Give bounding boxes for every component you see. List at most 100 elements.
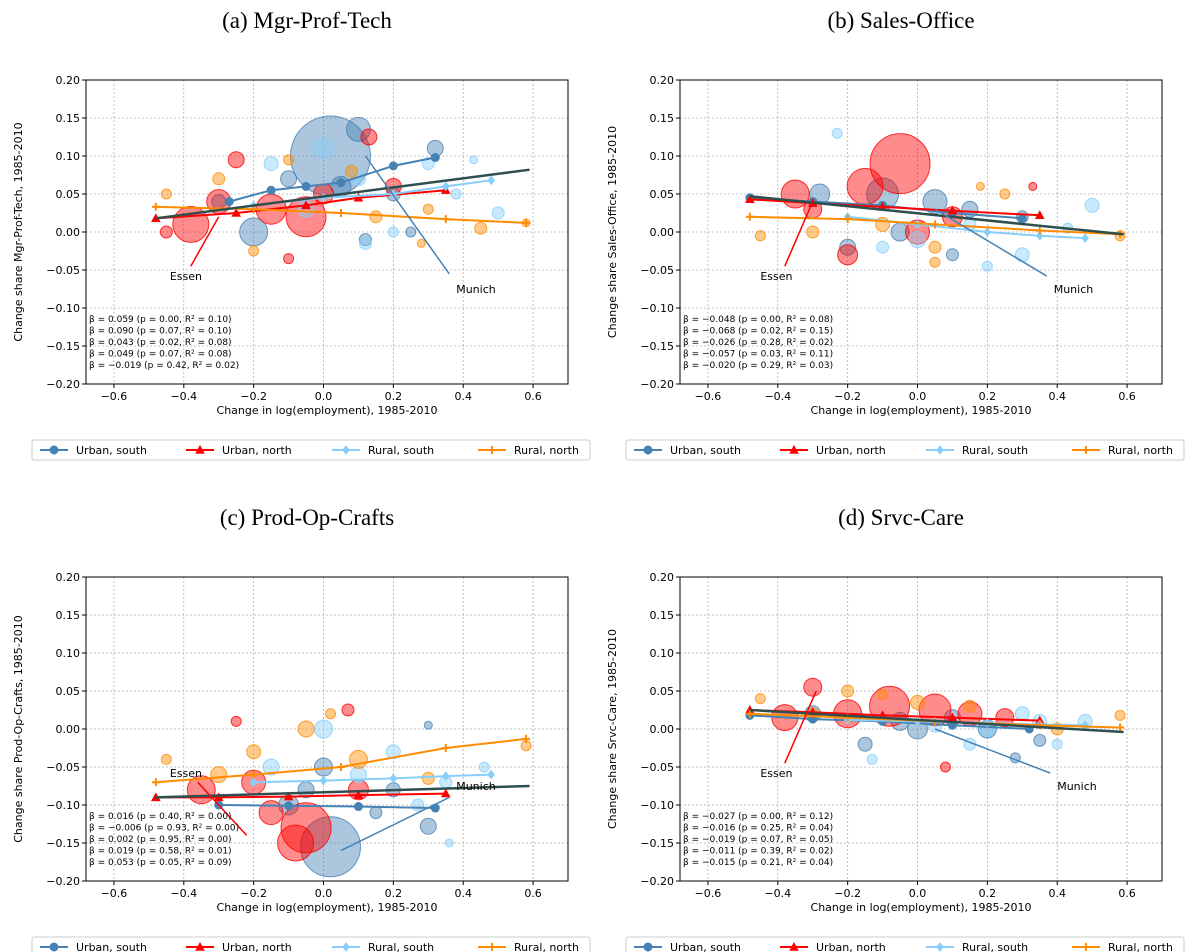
marker — [353, 192, 364, 202]
bubble — [360, 128, 378, 146]
y-tick-label: 0.15 — [650, 609, 675, 622]
bubble — [387, 226, 399, 238]
x-tick-label: 0.6 — [1118, 887, 1136, 900]
legend-label: Rural, south — [962, 444, 1028, 457]
y-tick-label: −0.15 — [640, 837, 674, 850]
bubble — [963, 699, 977, 713]
bubble — [928, 240, 942, 254]
bubble — [922, 189, 948, 215]
stat-line: β = 0.002 (p = 0.95, R² = 0.00) — [89, 835, 232, 845]
bubble — [416, 238, 426, 248]
marker — [522, 218, 531, 227]
y-tick-label: −0.05 — [640, 761, 674, 774]
bubble — [246, 744, 262, 760]
y-tick-label: 0.20 — [56, 74, 81, 87]
marker — [441, 771, 450, 781]
bubble — [297, 720, 315, 738]
bubble — [754, 230, 766, 242]
x-tick-label: 0.4 — [1048, 390, 1066, 403]
bubble — [263, 156, 279, 172]
bubble — [857, 736, 873, 752]
bubble — [299, 816, 361, 878]
bubble — [258, 800, 284, 826]
marker — [283, 791, 294, 801]
x-tick-label: −0.6 — [101, 390, 128, 403]
bubble — [981, 260, 993, 272]
marker — [353, 790, 364, 799]
y-tick-label: 0.10 — [56, 150, 81, 163]
x-tick-label: 0.0 — [909, 887, 927, 900]
stat-line: β = 0.049 (p = 0.07, R² = 0.08) — [89, 350, 232, 360]
bubble — [841, 684, 855, 698]
bubble — [227, 151, 245, 169]
stat-line: β = 0.043 (p = 0.02, R² = 0.08) — [89, 338, 232, 348]
stat-line: β = 0.090 (p = 0.07, R² = 0.10) — [89, 327, 232, 337]
bubble — [1028, 181, 1038, 191]
bubble — [283, 253, 295, 265]
legend-label: Rural, south — [962, 941, 1028, 952]
legend-box — [625, 439, 1185, 461]
marker — [1116, 723, 1125, 732]
bubble — [837, 244, 859, 266]
annotation-arrow — [340, 796, 450, 852]
stat-line: β = −0.048 (p = 0.00, R² = 0.08) — [683, 315, 833, 325]
marker — [643, 942, 653, 952]
legend-label: Urban, north — [222, 941, 292, 952]
bubble — [405, 226, 417, 238]
panel: (d) Srvc-Care −0.20 −0.15 −0.10 −0.05 0.00 0.0… — [606, 505, 1185, 952]
marker — [522, 734, 531, 743]
annotation-arrow — [934, 728, 1051, 774]
bubble — [491, 206, 505, 220]
bubble — [450, 188, 462, 200]
y-tick-label: 0.00 — [650, 723, 675, 736]
y-tick-label: −0.05 — [46, 264, 80, 277]
y-tick-label: 0.00 — [56, 723, 81, 736]
bubble — [262, 758, 280, 776]
marker — [643, 445, 653, 455]
bubble — [877, 689, 889, 701]
legend-label: Urban, north — [816, 941, 886, 952]
marker — [319, 775, 328, 786]
bubble — [869, 133, 931, 195]
marker — [342, 445, 350, 455]
bubble — [385, 744, 401, 760]
marker — [983, 227, 992, 237]
x-tick-label: 0.0 — [315, 390, 333, 403]
stat-line: β = −0.016 (p = 0.25, R² = 0.04) — [683, 824, 833, 834]
annotation-label: Munich — [456, 283, 496, 296]
marker — [195, 444, 205, 454]
series-line — [218, 804, 436, 810]
axes-frame — [679, 79, 1163, 385]
bubble — [277, 824, 315, 862]
y-tick-label: 0.05 — [650, 685, 675, 698]
y-tick-label: −0.05 — [46, 761, 80, 774]
bubble — [160, 188, 172, 200]
stat-line: β = −0.057 (p = 0.03, R² = 0.11) — [683, 350, 833, 360]
y-tick-label: 0.20 — [650, 74, 675, 87]
marker — [249, 777, 258, 788]
x-tick-label: −0.2 — [834, 390, 861, 403]
x-tick-label: −0.2 — [240, 887, 267, 900]
bubble — [358, 236, 372, 250]
bubble — [945, 248, 959, 262]
marker — [1017, 213, 1027, 223]
x-tick-label: −0.2 — [240, 390, 267, 403]
y-axis-label: Change share Mgr-Prof-Tech, 1985-2010 — [12, 122, 25, 341]
y-axis-label: Change share Sales-Office, 1985-2010 — [606, 126, 619, 338]
y-tick-label: −0.15 — [46, 340, 80, 353]
y-tick-label: −0.20 — [46, 875, 80, 888]
x-tick-label: −0.6 — [695, 390, 722, 403]
bubble — [839, 238, 857, 256]
bubble — [909, 231, 927, 249]
bubble — [369, 806, 383, 820]
y-tick-label: −0.10 — [640, 302, 674, 315]
bubble — [422, 203, 434, 215]
annotation-label: Munich — [456, 780, 496, 793]
panel: (c) Prod-Op-Crafts −0.20 −0.15 −0.10 −0.05 0.… — [12, 505, 591, 952]
y-tick-label: 0.05 — [650, 188, 675, 201]
marker — [249, 770, 258, 779]
y-tick-label: −0.20 — [640, 875, 674, 888]
y-tick-label: 0.15 — [56, 609, 81, 622]
fit-line — [155, 784, 530, 799]
legend-label: Urban, south — [670, 444, 741, 457]
